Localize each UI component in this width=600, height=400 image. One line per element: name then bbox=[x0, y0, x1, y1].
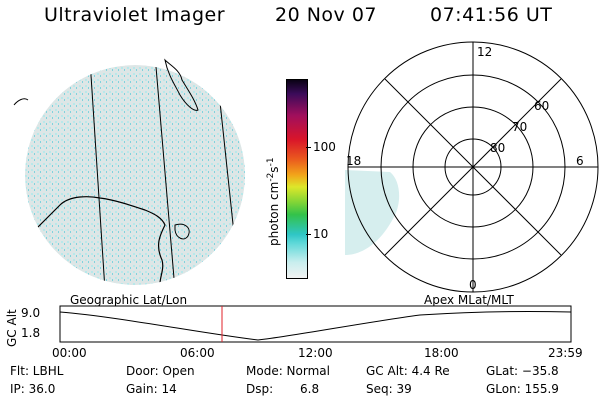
mlt-label: 18 bbox=[346, 154, 361, 168]
coast-fragment bbox=[13, 98, 29, 106]
x-tick-label: 23:59 bbox=[548, 346, 583, 360]
date-label: 20 Nov 07 bbox=[275, 4, 378, 26]
polar-axis bbox=[384, 78, 562, 256]
x-tick-label: 12:00 bbox=[298, 346, 333, 360]
coastline bbox=[25, 196, 166, 285]
mlat-ring-label: 60 bbox=[534, 99, 549, 113]
gc-alt-value: GC Alt: 4.4 Re bbox=[366, 364, 450, 378]
filter-label: Flt: LBHL bbox=[10, 364, 64, 378]
altitude-plot bbox=[59, 305, 572, 343]
seq-value: Seq: 39 bbox=[366, 382, 412, 396]
intensity-colorbar bbox=[286, 79, 308, 279]
alt-plot-frame bbox=[59, 305, 572, 343]
meridian-line bbox=[89, 65, 106, 285]
ip-value: IP: 36.0 bbox=[10, 382, 56, 396]
altitude-curve bbox=[59, 310, 572, 341]
island-outline bbox=[174, 223, 190, 240]
landmass-outline bbox=[164, 58, 199, 111]
mlat-ring-label: 70 bbox=[512, 120, 527, 134]
x-tick-label: 06:00 bbox=[180, 346, 215, 360]
mlat-ring-label: 80 bbox=[490, 141, 505, 155]
polar-mlat-mlt-plot: 12 18 6 0 80 70 60 bbox=[345, 41, 599, 293]
dsp-label: Dsp: bbox=[246, 382, 274, 396]
door-status: Door: Open bbox=[126, 364, 195, 378]
mlt-label: 12 bbox=[477, 45, 492, 59]
gain-value: Gain: 14 bbox=[126, 382, 177, 396]
meridian-line bbox=[154, 65, 176, 285]
apex-title: Apex MLat/MLT bbox=[424, 293, 514, 307]
alt-y-max: 9.0 bbox=[21, 306, 41, 320]
glat-value: GLat: −35.8 bbox=[486, 364, 559, 378]
dsp-value: 6.8 bbox=[300, 382, 320, 396]
emission-disk bbox=[25, 65, 245, 285]
glon-value: GLon: 155.9 bbox=[486, 382, 559, 396]
emission-patch bbox=[345, 170, 400, 255]
colorbar-tick-label: 10 bbox=[313, 227, 329, 241]
instrument-title: Ultraviolet Imager bbox=[44, 4, 226, 26]
colorbar-tick-label: 100 bbox=[313, 140, 336, 154]
mlt-label: 6 bbox=[576, 154, 584, 168]
x-tick-label: 00:00 bbox=[52, 346, 87, 360]
colorbar-tick bbox=[306, 147, 311, 148]
mode-status: Mode: Normal bbox=[246, 364, 330, 378]
mlt-label: 0 bbox=[469, 278, 477, 292]
colorbar-tick bbox=[306, 234, 311, 235]
geographic-title: Geographic Lat/Lon bbox=[70, 293, 188, 307]
colorbar-unit-label: photon cm-2s-1 bbox=[266, 157, 281, 246]
time-label: 07:41:56 UT bbox=[430, 4, 553, 26]
geographic-image bbox=[13, 58, 245, 285]
alt-y-min: 1.8 bbox=[21, 326, 41, 340]
x-tick-label: 18:00 bbox=[424, 346, 459, 360]
